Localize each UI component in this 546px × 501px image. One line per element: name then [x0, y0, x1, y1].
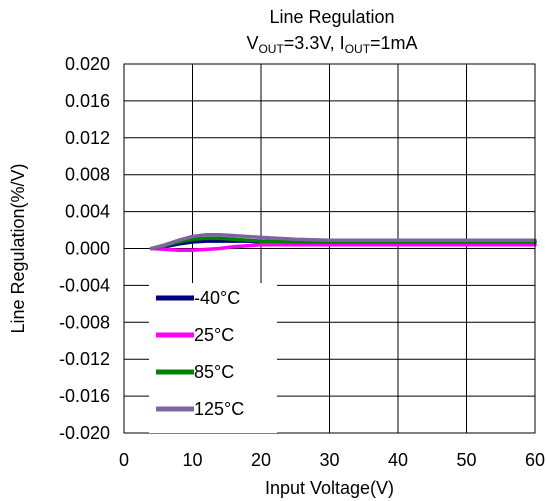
legend-label: 125°C: [194, 399, 244, 419]
legend: -40°C 25°C 85°C 125°C: [149, 283, 277, 433]
y-tick-label: 0.004: [65, 202, 110, 222]
x-tick-label: 10: [182, 450, 202, 470]
y-tick-label: -0.008: [59, 312, 110, 332]
legend-label: 25°C: [194, 325, 234, 345]
y-axis-ticks: 0.020 0.016 0.012 0.008 0.004 0.000 -0.004 -0.0…: [59, 54, 110, 443]
y-tick-label: -0.012: [59, 349, 110, 369]
legend-label: -40°C: [194, 288, 240, 308]
chart-title: Line Regulation: [269, 7, 394, 27]
x-tick-label: 30: [319, 450, 339, 470]
series-layer: [149, 232, 537, 253]
series-line: [149, 236, 537, 251]
x-axis-ticks: 0 10 20 30 40 50 60: [119, 450, 545, 470]
y-tick-label: 0.012: [65, 128, 110, 148]
x-axis-label: Input Voltage(V): [265, 478, 394, 498]
subtitle-part: =1mA: [370, 33, 418, 53]
subtitle-part: OUT: [345, 42, 371, 56]
x-tick-label: 0: [119, 450, 129, 470]
subtitle-part: OUT: [258, 42, 284, 56]
subtitle-part: =3.3V, I: [284, 33, 345, 53]
x-tick-label: 60: [525, 450, 545, 470]
y-tick-label: -0.016: [59, 386, 110, 406]
series-line: [149, 232, 537, 251]
y-tick-label: -0.020: [59, 423, 110, 443]
y-tick-label: 0.016: [65, 91, 110, 111]
legend-label: 85°C: [194, 362, 234, 382]
y-tick-label: -0.004: [59, 275, 110, 295]
x-tick-label: 50: [456, 450, 476, 470]
subtitle-part: V: [246, 33, 258, 53]
x-tick-label: 40: [388, 450, 408, 470]
y-axis-label: Line Regulation(%/V): [8, 163, 28, 333]
x-tick-label: 20: [251, 450, 271, 470]
chart-subtitle: VOUT=3.3V, IOUT=1mA: [246, 33, 417, 56]
series-line: [149, 243, 537, 253]
y-tick-label: 0.000: [65, 239, 110, 259]
plot-frame: [123, 63, 536, 434]
y-tick-label: 0.020: [65, 54, 110, 74]
y-tick-label: 0.008: [65, 165, 110, 185]
